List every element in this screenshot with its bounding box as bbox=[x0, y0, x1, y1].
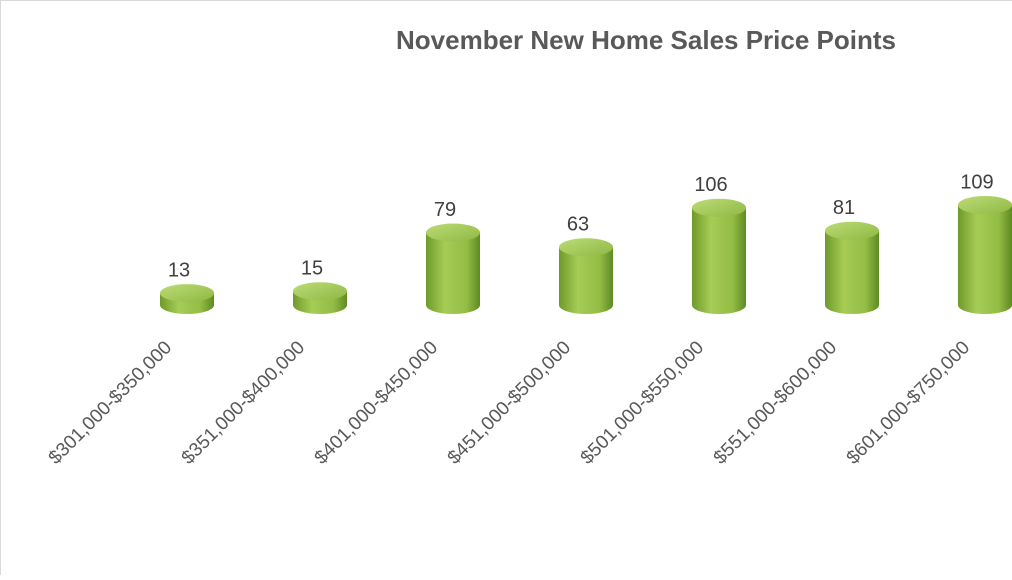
bar bbox=[692, 208, 746, 314]
bar bbox=[825, 231, 879, 314]
bar-top bbox=[426, 224, 480, 242]
bar bbox=[426, 233, 480, 314]
bar bbox=[559, 247, 613, 314]
value-label: 79 bbox=[434, 199, 456, 221]
bar-top bbox=[692, 199, 746, 217]
value-label: 15 bbox=[301, 258, 323, 280]
value-label: 109 bbox=[960, 171, 993, 193]
bar-top bbox=[825, 222, 879, 240]
value-label: 81 bbox=[833, 197, 855, 219]
value-label: 13 bbox=[168, 259, 190, 281]
value-label: 106 bbox=[694, 174, 727, 196]
bar-top bbox=[160, 284, 214, 302]
value-label: 63 bbox=[567, 213, 589, 235]
chart-title: November New Home Sales Price Points bbox=[396, 25, 896, 55]
bar-top bbox=[559, 238, 613, 256]
bar-top bbox=[958, 196, 1012, 214]
bar-top bbox=[293, 282, 347, 300]
bar bbox=[958, 205, 1012, 314]
